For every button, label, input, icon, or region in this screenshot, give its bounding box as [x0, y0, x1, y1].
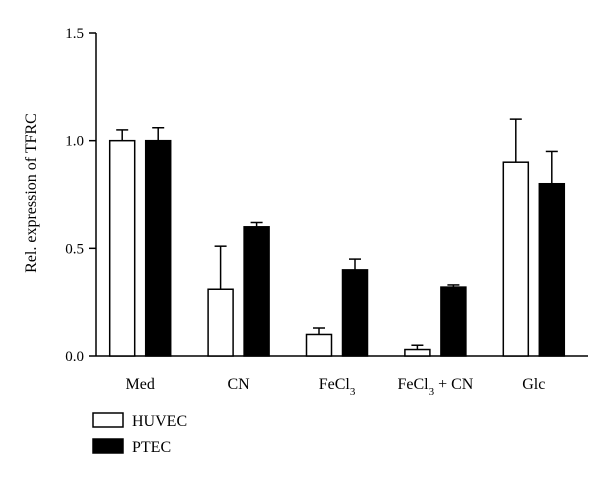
- y-tick-label: 0.5: [65, 241, 84, 257]
- legend-label-huvec: HUVEC: [132, 413, 187, 430]
- bar-huvec-3: [404, 348, 431, 357]
- bar-ptec-1: [243, 226, 270, 357]
- y-tick-label: 0.0: [65, 349, 84, 365]
- x-category-label: Glc: [522, 376, 545, 393]
- bar-ptec-0: [144, 139, 172, 357]
- bar-huvec-1: [207, 288, 234, 357]
- x-category-label: FeCl3 + CN: [397, 376, 473, 398]
- y-axis-label: Rel. expression of TFRC: [23, 113, 40, 273]
- bar-huvec-4: [502, 161, 530, 357]
- legend-swatch-huvec: [92, 412, 124, 428]
- legend-label-ptec: PTEC: [132, 439, 171, 456]
- bar-ptec-4: [538, 182, 566, 357]
- y-tick-label: 1.5: [65, 26, 84, 42]
- bar-huvec-2: [305, 333, 333, 357]
- x-category-label: Med: [126, 376, 155, 393]
- x-category-label: FeCl3: [319, 376, 356, 398]
- x-axis-category-labels: Med CN FeCl3 FeCl3 + CN Glc: [126, 376, 546, 398]
- x-category-label: CN: [227, 376, 250, 393]
- bar-ptec-2: [341, 269, 369, 357]
- bar-huvec-0: [108, 139, 136, 357]
- legend-swatch-ptec: [92, 438, 124, 454]
- bar-ptec-3: [440, 286, 467, 357]
- legend: HUVEC PTEC: [92, 412, 187, 456]
- y-tick-label: 1.0: [65, 134, 84, 150]
- y-axis-ticks: 0.0 0.5 1.0 1.5: [65, 26, 96, 365]
- chart-bars: [108, 118, 566, 357]
